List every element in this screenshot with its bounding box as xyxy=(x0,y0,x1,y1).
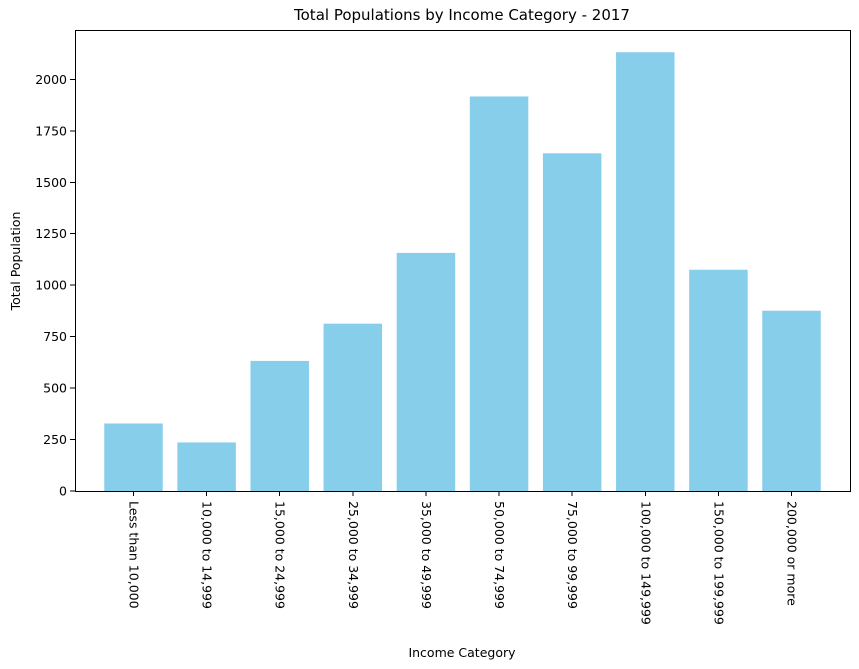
y-tick-label: 1000 xyxy=(35,278,67,293)
y-tick-label: 750 xyxy=(43,329,67,344)
x-tick-label: 35,000 to 49,999 xyxy=(419,501,434,609)
chart-title: Total Populations by Income Category - 2… xyxy=(293,6,630,24)
x-tick-label: Less than 10,000 xyxy=(127,501,142,609)
bar-1 xyxy=(177,442,236,491)
x-tick-label: 15,000 to 24,999 xyxy=(273,501,288,609)
bars-group xyxy=(104,52,821,491)
y-tick-label: 2000 xyxy=(35,72,67,87)
y-tick-label: 1750 xyxy=(35,123,67,138)
bar-2 xyxy=(250,360,309,491)
bar-9 xyxy=(762,310,821,491)
y-tick-label: 0 xyxy=(59,484,67,499)
y-tick-label: 500 xyxy=(43,381,67,396)
y-axis-ticks: 0 250 500 750 1000 1250 1500 1750 2000 xyxy=(35,72,75,499)
y-tick-label: 1500 xyxy=(35,175,67,190)
bar-0 xyxy=(104,423,163,491)
y-axis-label: Total Population xyxy=(8,212,23,312)
bar-8 xyxy=(689,269,748,491)
x-axis-label: Income Category xyxy=(408,645,516,660)
plot-frame xyxy=(75,30,851,492)
x-tick-label: 150,000 to 199,999 xyxy=(711,501,726,625)
bar-6 xyxy=(542,153,602,491)
x-tick-label: 10,000 to 14,999 xyxy=(200,501,215,609)
bar-7 xyxy=(616,52,675,491)
x-tick-label: 25,000 to 34,999 xyxy=(346,501,361,609)
y-tick-label: 250 xyxy=(43,432,67,447)
bar-3 xyxy=(323,323,383,491)
y-tick-label: 1250 xyxy=(35,226,67,241)
x-tick-label: 100,000 to 149,999 xyxy=(638,501,653,625)
x-tick-label: 50,000 to 74,999 xyxy=(492,501,507,609)
bar-5 xyxy=(469,96,529,491)
x-tick-label: 75,000 to 99,999 xyxy=(565,501,580,609)
x-axis-ticks: Less than 10,000 10,000 to 14,999 15,000 t… xyxy=(127,491,800,625)
bar-4 xyxy=(396,252,456,491)
x-tick-label: 200,000 or more xyxy=(785,501,800,606)
